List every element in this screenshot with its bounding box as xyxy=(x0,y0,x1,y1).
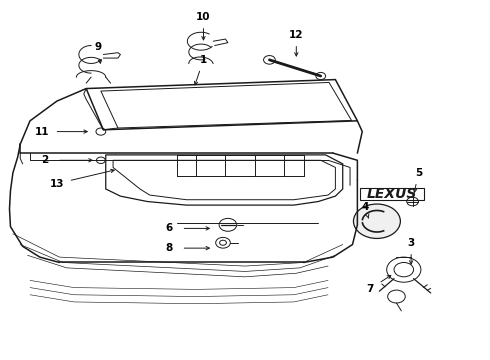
Text: 10: 10 xyxy=(196,12,211,22)
Text: 7: 7 xyxy=(366,284,373,294)
Text: 13: 13 xyxy=(49,179,64,189)
Text: 6: 6 xyxy=(166,224,173,233)
Circle shape xyxy=(264,55,275,64)
Text: 2: 2 xyxy=(41,155,49,165)
Text: 4: 4 xyxy=(361,202,368,212)
Text: 3: 3 xyxy=(408,238,415,248)
Text: 8: 8 xyxy=(166,243,173,253)
Circle shape xyxy=(316,72,326,80)
Text: 1: 1 xyxy=(200,55,207,65)
Text: LEXUS: LEXUS xyxy=(367,187,417,201)
Text: 12: 12 xyxy=(289,30,303,40)
Text: 11: 11 xyxy=(35,127,49,136)
Circle shape xyxy=(353,204,400,238)
Text: 5: 5 xyxy=(415,168,422,178)
Text: 9: 9 xyxy=(95,42,102,52)
